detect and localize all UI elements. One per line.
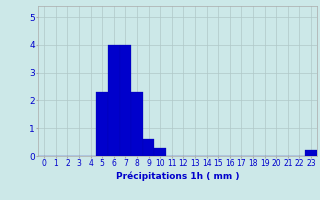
Bar: [96, 92, 108, 156]
Bar: [143, 139, 155, 156]
Bar: [120, 45, 131, 156]
X-axis label: Précipitations 1h ( mm ): Précipitations 1h ( mm ): [116, 171, 239, 181]
Bar: [155, 148, 166, 156]
Bar: [305, 150, 317, 156]
Bar: [131, 92, 143, 156]
Bar: [108, 45, 120, 156]
